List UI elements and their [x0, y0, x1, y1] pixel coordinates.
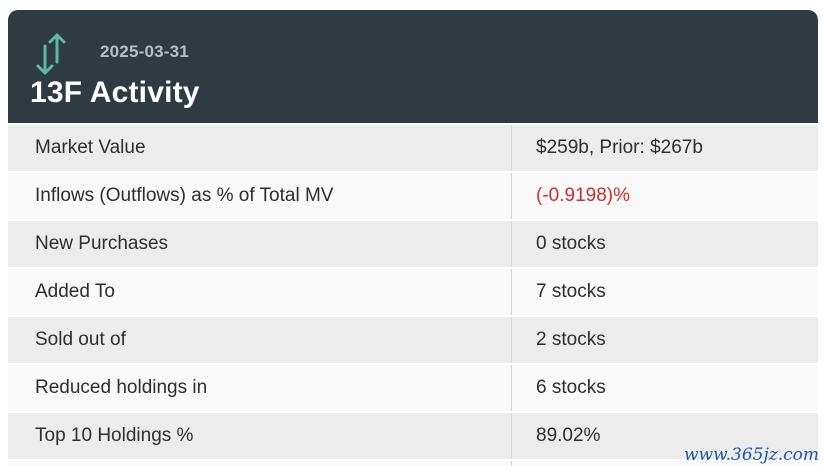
- card-header: 2025-03-31 13F Activity: [8, 10, 818, 123]
- row-label: Added To: [8, 269, 512, 315]
- row-value: 6 stocks: [536, 377, 606, 398]
- row-label: Sold out of: [8, 317, 512, 363]
- page-title: 13F Activity: [30, 76, 200, 109]
- row-label: Top 10 Holdings %: [8, 413, 512, 459]
- row-label: [8, 461, 512, 466]
- table-row-reduced-holdings: Reduced holdings in 6 stocks: [8, 365, 818, 413]
- row-value: (-0.9198)%: [536, 185, 630, 206]
- row-value: 7 stocks: [536, 281, 606, 302]
- table-row-market-value: Market Value $259b, Prior: $267b: [8, 125, 818, 173]
- table-row-new-purchases: New Purchases 0 stocks: [8, 221, 818, 269]
- row-value: 0 stocks: [536, 233, 606, 254]
- table-row-inflows-outflows: Inflows (Outflows) as % of Total MV (-0.…: [8, 173, 818, 221]
- row-label: Inflows (Outflows) as % of Total MV: [8, 173, 512, 219]
- table-row-sold-out-of: Sold out of 2 stocks: [8, 317, 818, 365]
- table-row-top10-holdings: Top 10 Holdings % 89.02%: [8, 413, 818, 461]
- 13f-activity-card: 2025-03-31 13F Activity Market Value $25…: [8, 10, 818, 466]
- 13f-activity-table: Market Value $259b, Prior: $267b Inflows…: [8, 125, 818, 466]
- up-down-arrows-icon: [36, 33, 66, 75]
- table-row-partial: [8, 461, 818, 466]
- report-date: 2025-03-31: [100, 42, 189, 61]
- table-row-added-to: Added To 7 stocks: [8, 269, 818, 317]
- row-label: New Purchases: [8, 221, 512, 267]
- row-label: Market Value: [8, 125, 512, 171]
- row-value: 89.02%: [536, 425, 601, 446]
- row-value: $259b, Prior: $267b: [536, 137, 703, 158]
- row-value: 2 stocks: [536, 329, 606, 350]
- watermark-text: www.365jz.com: [684, 445, 819, 465]
- row-label: Reduced holdings in: [8, 365, 512, 411]
